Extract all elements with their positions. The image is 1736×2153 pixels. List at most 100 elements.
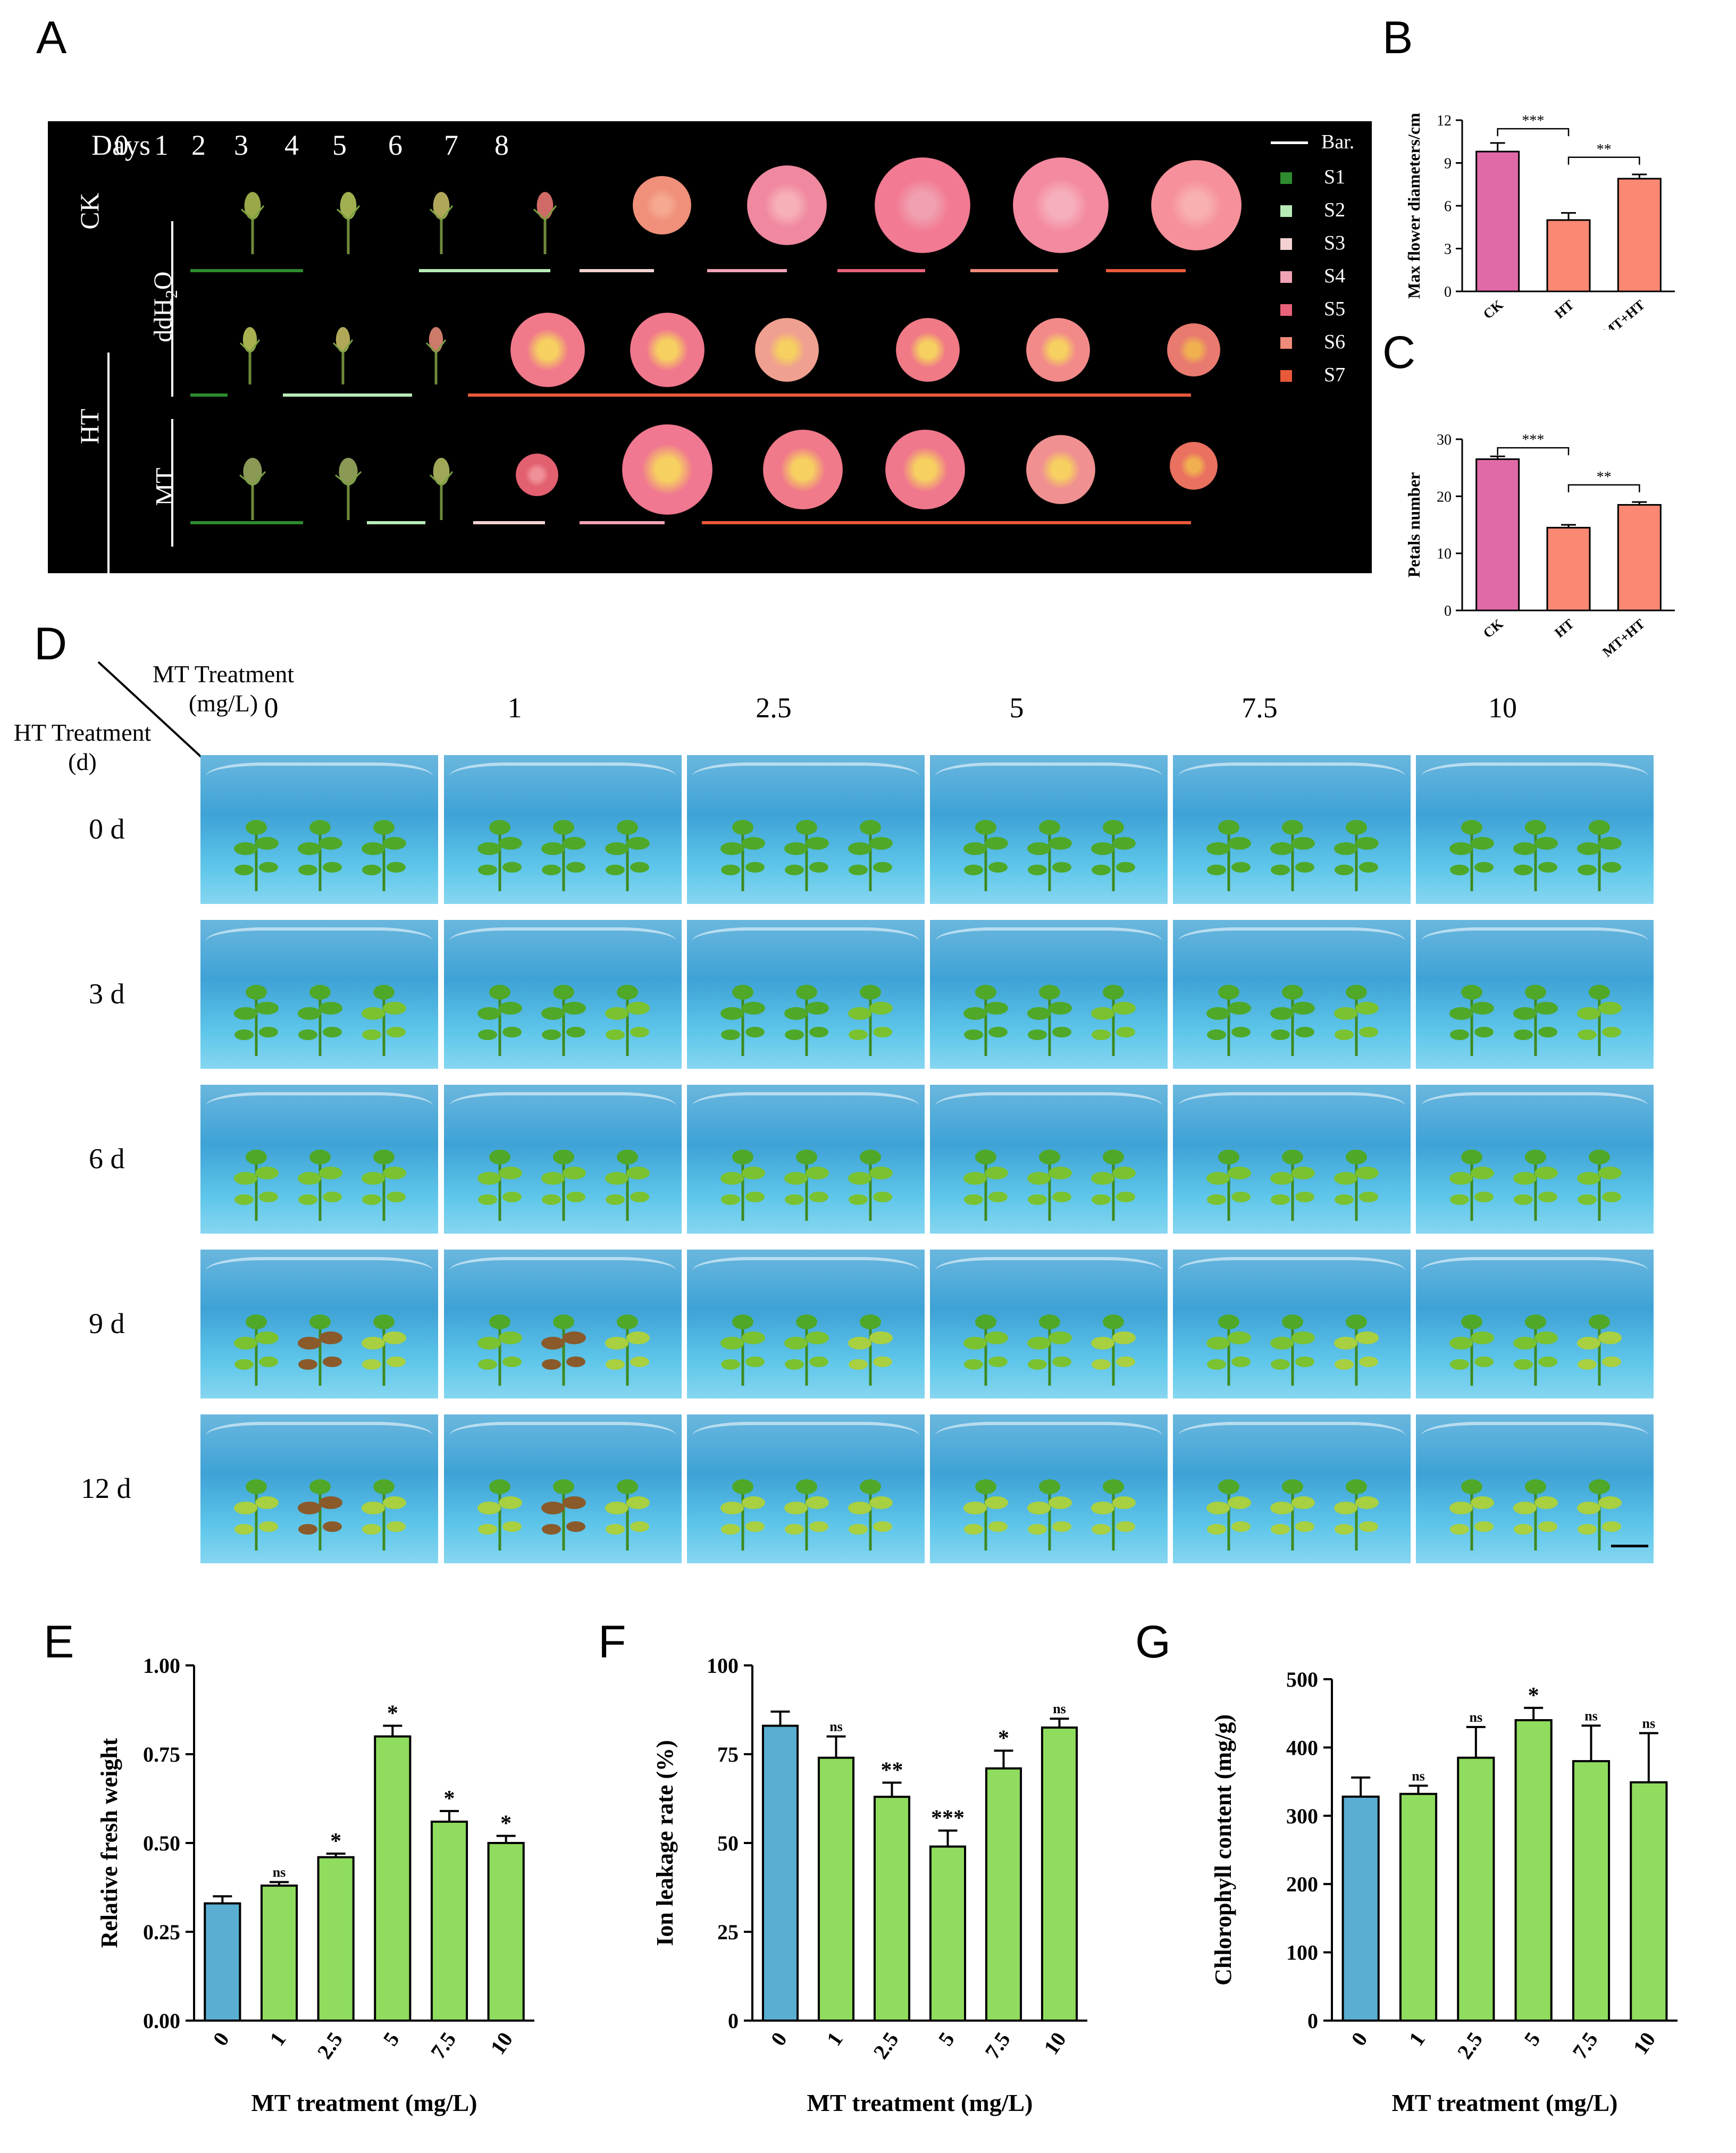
mt-column-label: 0 <box>264 692 279 724</box>
plantlet <box>963 820 1008 891</box>
y-tick-label: 100 <box>707 1654 739 1678</box>
dish-rim <box>206 927 433 955</box>
plantlet-photo <box>200 1085 438 1234</box>
legend-label-s2: S2 <box>1324 199 1346 221</box>
dish-rim <box>206 1257 433 1285</box>
plantlet <box>1206 820 1251 891</box>
x-axis-label: MT treatment (mg/L) <box>1392 2089 1618 2116</box>
bar <box>487 1842 525 2022</box>
plantlet <box>477 1150 522 1221</box>
significance-label: *** <box>1522 113 1544 129</box>
plantlet <box>1334 820 1379 891</box>
plantlet-photo <box>687 1414 925 1563</box>
plantlet <box>477 985 522 1056</box>
flower-bud <box>327 321 359 387</box>
ddh2o-bracket-line <box>171 221 173 397</box>
legend-swatch-s1 <box>1280 172 1292 184</box>
x-tick-label: 1 <box>822 2028 848 2050</box>
stage-duration-line <box>468 393 1191 397</box>
bar <box>761 1724 799 2022</box>
plantlet-photo <box>444 1414 682 1563</box>
flower-bud <box>423 185 460 257</box>
y-tick-label: 0.00 <box>143 2009 180 2033</box>
open-flower <box>510 313 585 387</box>
dish-rim <box>449 1422 676 1450</box>
significance-label: * <box>1528 1683 1539 1708</box>
y-tick-label: 25 <box>717 1920 739 1944</box>
y-axis-label: Petals number <box>1404 472 1423 577</box>
plantlet <box>1027 1314 1072 1386</box>
bar <box>1399 1792 1438 2022</box>
significance-label: ** <box>1597 469 1612 485</box>
significance-label: ** <box>881 1758 903 1782</box>
dish-rim <box>1421 1092 1648 1120</box>
plantlet <box>1449 1150 1494 1221</box>
plantlet <box>234 985 279 1056</box>
plantlet <box>1027 820 1072 891</box>
dish-rim <box>1178 763 1405 790</box>
bar <box>260 1884 298 2022</box>
stage-duration-line <box>580 269 654 272</box>
open-flower <box>1151 160 1242 250</box>
x-tick-label: CK <box>1480 616 1506 641</box>
panel-letter-e: E <box>44 1616 74 1668</box>
plantlet <box>1513 985 1558 1056</box>
significance-label: ns <box>1584 1708 1598 1723</box>
panel-letter-a: A <box>36 12 67 63</box>
bar <box>1546 526 1591 611</box>
y-tick-label: 0 <box>1307 2009 1318 2033</box>
stage-duration-line <box>707 269 787 272</box>
legend-swatch-s6 <box>1280 337 1292 349</box>
panel-letter-c: C <box>1382 327 1416 378</box>
day-label-1: 1 <box>154 129 169 161</box>
dish-rim <box>692 763 919 790</box>
y-tick-label: 400 <box>1286 1736 1318 1760</box>
bar <box>1617 504 1662 611</box>
plantlet <box>1270 820 1315 891</box>
plantlet <box>1577 1150 1622 1221</box>
legend-swatch-s3 <box>1280 238 1292 250</box>
plantlet <box>541 1314 586 1386</box>
plantlet <box>1091 1150 1136 1221</box>
stage-duration-line <box>190 269 303 272</box>
plantlet-photo <box>1416 755 1654 904</box>
plantlet <box>1027 1479 1072 1551</box>
plantlet <box>605 820 650 891</box>
plantlet <box>848 820 893 891</box>
significance-bracket <box>1567 156 1640 165</box>
plantlet-photo <box>200 920 438 1069</box>
panel-letter-b: B <box>1382 12 1413 63</box>
plantlet <box>362 1150 406 1221</box>
open-flower <box>622 424 712 515</box>
x-tick-label: 5 <box>934 2028 959 2050</box>
plantlet <box>362 820 406 891</box>
day-label-6: 6 <box>388 129 402 161</box>
plantlet <box>1449 1479 1494 1551</box>
bar <box>985 1767 1022 2022</box>
y-tick-label: 10 <box>1437 546 1452 563</box>
significance-label: ns <box>829 1719 843 1735</box>
x-tick-label: 5 <box>1519 2028 1545 2050</box>
plantlet <box>963 1479 1008 1551</box>
y-tick-label: 0.25 <box>143 1920 180 1944</box>
plantlet-photo <box>1416 1085 1654 1234</box>
ht-treatment-header: HT Treatment (d) <box>13 719 152 776</box>
plantlet <box>477 1479 522 1551</box>
header-diagonal-line <box>97 661 203 759</box>
plantlet <box>848 1479 893 1551</box>
dish-rim <box>449 1257 676 1285</box>
plantlet <box>605 985 650 1056</box>
bar <box>1617 178 1662 292</box>
plantlet <box>1334 1150 1379 1221</box>
plantlet-photo <box>687 1250 925 1398</box>
plantlet-photo <box>200 1250 438 1398</box>
stage-duration-line <box>419 269 550 272</box>
plantlet <box>1513 820 1558 891</box>
dish-rim <box>1421 927 1648 955</box>
stage-duration-line <box>190 521 303 524</box>
bar <box>873 1796 911 2022</box>
bar <box>1457 1756 1495 2022</box>
plantlet <box>541 985 586 1056</box>
bar <box>204 1902 241 2022</box>
day-label-3: 3 <box>234 129 248 161</box>
